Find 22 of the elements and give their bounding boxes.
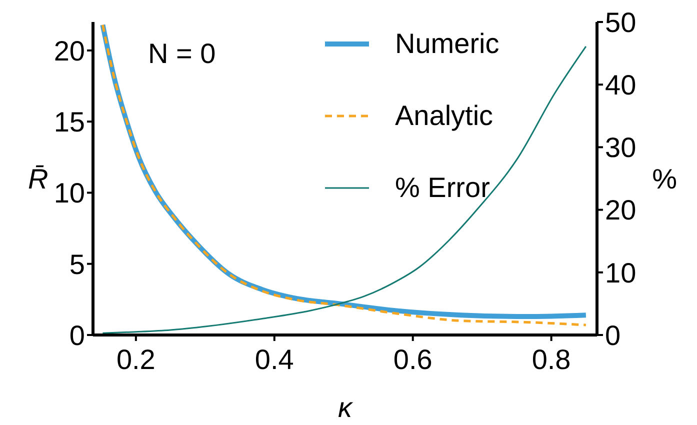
y2-axis-title: %: [652, 163, 677, 194]
legend-label: % Error: [395, 172, 490, 204]
legend-label: Numeric: [395, 28, 500, 60]
y-tick-label: 5: [69, 248, 85, 280]
y-tick-label: 0: [69, 320, 85, 351]
annotation: N = 0: [148, 38, 216, 70]
y2-tick-label: 50: [605, 6, 636, 38]
y-tick-label: 20: [54, 35, 85, 66]
x-tick-label: 0.6: [393, 344, 432, 375]
y-tick-label: 10: [54, 178, 85, 209]
x-axis-title: κ: [338, 392, 354, 423]
y2-tick-label: 30: [605, 132, 636, 164]
y-axis-title: R̄: [28, 163, 48, 194]
y-tick-label: 15: [54, 106, 85, 138]
x-tick-label: 0.4: [254, 344, 294, 375]
x-tick-label: 0.2: [116, 344, 156, 375]
x-tick-label: 0.8: [532, 344, 571, 375]
legend-label: Analytic: [395, 100, 494, 132]
y2-tick-label: 0: [605, 320, 621, 351]
y2-tick-label: 20: [605, 194, 636, 226]
y2-tick-label: 10: [605, 257, 636, 288]
y2-tick-label: 40: [605, 70, 636, 101]
